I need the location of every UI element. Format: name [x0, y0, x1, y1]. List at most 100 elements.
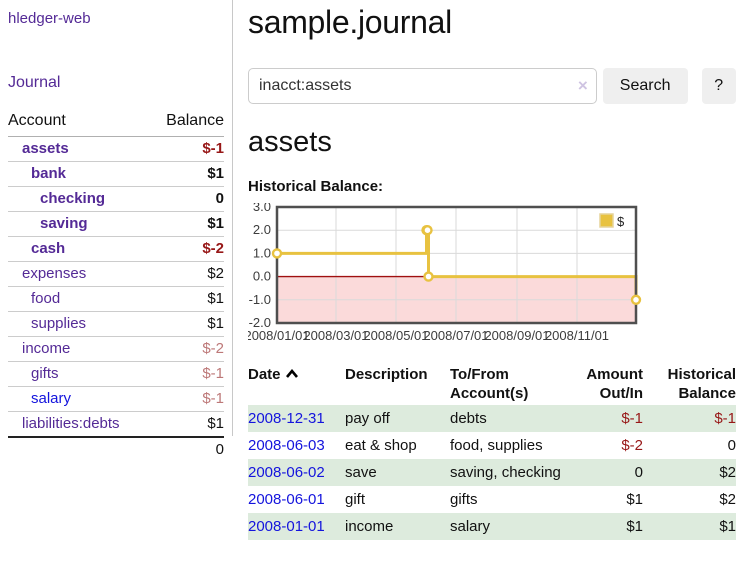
account-balance: $1	[150, 286, 224, 312]
account-balance: $2	[150, 261, 224, 287]
accounts-total-row: 0	[8, 436, 224, 462]
transaction-description: save	[345, 464, 377, 481]
transaction-accounts: debts	[450, 410, 487, 427]
transaction-description: pay off	[345, 410, 390, 427]
search-button[interactable]: Search	[602, 68, 688, 104]
account-heading: assets	[248, 126, 332, 158]
account-balance: $-1	[150, 386, 224, 412]
account-row: salary $-1	[8, 386, 224, 412]
account-link[interactable]: gifts	[31, 365, 59, 382]
transaction-description: gift	[345, 491, 366, 508]
register-row: 2008-01-01 income salary $1 $1	[248, 513, 736, 540]
transaction-accounts: food, supplies	[450, 437, 543, 454]
account-row: income $-2	[8, 336, 224, 362]
account-balance: $1	[150, 161, 224, 187]
transaction-date-link[interactable]: 2008-01-01	[248, 518, 325, 535]
accounts-header-balance: Balance	[150, 108, 224, 137]
account-balance: $-2	[150, 336, 224, 362]
account-row: assets $-1	[8, 136, 224, 162]
historical-balance-chart: $3.0 2.0 1.0 0.0 -1.0 -2.0 2008/01/01 2008/03/0…	[244, 199, 736, 345]
transaction-accounts: salary	[450, 518, 491, 535]
account-link[interactable]: saving	[40, 215, 88, 232]
transaction-date-link[interactable]: 2008-12-31	[248, 410, 325, 427]
transaction-balance: $2	[719, 464, 736, 481]
account-row: saving $1	[8, 211, 224, 237]
app-brand-link[interactable]: hledger-web	[8, 10, 91, 27]
sidebar-item-journal[interactable]: Journal	[8, 74, 61, 91]
transaction-balance: $1	[719, 518, 736, 535]
sidebar: hledger-web Journal Account Balance asse…	[0, 0, 233, 462]
register-header-amount: Amount Out/In	[586, 366, 643, 402]
svg-text:3.0: 3.0	[253, 203, 271, 214]
register-header-date[interactable]: Date	[248, 363, 345, 405]
account-link[interactable]: liabilities:debts	[22, 415, 120, 432]
sort-ascending-icon	[285, 368, 298, 378]
transaction-description: income	[345, 518, 394, 535]
svg-text:2008/09/01: 2008/09/01	[484, 328, 549, 343]
account-link[interactable]: cash	[31, 240, 66, 257]
svg-text:2008/07/01: 2008/07/01	[423, 328, 488, 343]
account-balance: $-1	[150, 136, 224, 162]
transaction-balance: $2	[719, 491, 736, 508]
account-row: expenses $2	[8, 261, 224, 287]
account-row: cash $-2	[8, 236, 224, 262]
legend-swatch	[599, 213, 614, 228]
svg-text:2008/01/01: 2008/01/01	[248, 328, 310, 343]
svg-text:0.0: 0.0	[253, 269, 271, 284]
account-balance: $1	[150, 211, 224, 237]
account-row: food $1	[8, 286, 224, 312]
account-link[interactable]: bank	[31, 165, 67, 182]
search-input[interactable]	[248, 68, 597, 104]
register-header-description: Description	[345, 366, 428, 383]
legend-label: $	[617, 214, 625, 229]
account-link[interactable]: assets	[22, 140, 69, 157]
svg-text:2008/05/01: 2008/05/01	[363, 328, 428, 343]
page-title: sample.journal	[248, 4, 452, 40]
transaction-description: eat & shop	[345, 437, 417, 454]
transaction-balance: $-1	[714, 410, 736, 427]
register-table-body: 2008-12-31 pay off debts $-1 $-1 2008-06-03 ea…	[248, 405, 736, 540]
account-row: gifts $-1	[8, 361, 224, 387]
register-header-balance: Historical Balance	[667, 366, 736, 402]
account-link[interactable]: checking	[40, 190, 106, 207]
register-table: Date Description To/From Account(s) Amoun…	[248, 363, 736, 540]
search-form: × Search ?	[248, 68, 736, 104]
svg-text:2008/03/01: 2008/03/01	[303, 328, 368, 343]
search-input-wrap: ×	[248, 68, 597, 104]
account-row: checking 0	[8, 186, 224, 212]
clear-search-icon[interactable]: ×	[577, 76, 588, 95]
account-link[interactable]: salary	[31, 390, 72, 407]
account-balance: $-1	[150, 361, 224, 387]
account-row: supplies $1	[8, 311, 224, 337]
transaction-accounts: saving, checking	[450, 464, 561, 481]
account-balance: $1	[150, 411, 224, 438]
register-row: 2008-06-01 gift gifts $1 $2	[248, 486, 736, 513]
account-row: liabilities:debts $1	[8, 411, 224, 438]
transaction-amount: $-2	[621, 437, 643, 454]
account-link[interactable]: expenses	[22, 265, 87, 282]
svg-text:-2.0: -2.0	[249, 315, 271, 330]
main-content: sample.journal × Search ? assets Histori…	[244, 0, 736, 540]
account-balance: $1	[150, 311, 224, 337]
register-header-accounts: To/From Account(s)	[450, 366, 529, 402]
transaction-date-link[interactable]: 2008-06-01	[248, 491, 325, 508]
transaction-date-link[interactable]: 2008-06-02	[248, 464, 325, 481]
chart-title: Historical Balance:	[248, 178, 384, 195]
transaction-amount: 0	[634, 464, 643, 481]
svg-text:-1.0: -1.0	[249, 292, 271, 307]
account-balance: 0	[150, 186, 224, 212]
accounts-total-balance: 0	[150, 436, 224, 462]
account-link[interactable]: income	[22, 340, 71, 357]
accounts-table: Account Balance assets $-1 bank $1 checking 0…	[8, 108, 224, 462]
transaction-accounts: gifts	[450, 491, 478, 508]
accounts-header-account: Account	[8, 108, 151, 137]
accounts-table-body: assets $-1 bank $1 checking 0 saving $1 cash $-2 e…	[8, 136, 224, 438]
account-row: bank $1	[8, 161, 224, 187]
help-button[interactable]: ?	[701, 68, 736, 104]
transaction-balance: 0	[727, 437, 736, 454]
account-link[interactable]: food	[31, 290, 61, 307]
transaction-date-link[interactable]: 2008-06-03	[248, 437, 325, 454]
account-link[interactable]: supplies	[31, 315, 87, 332]
svg-text:2.0: 2.0	[253, 222, 271, 237]
transaction-amount: $-1	[621, 410, 643, 427]
